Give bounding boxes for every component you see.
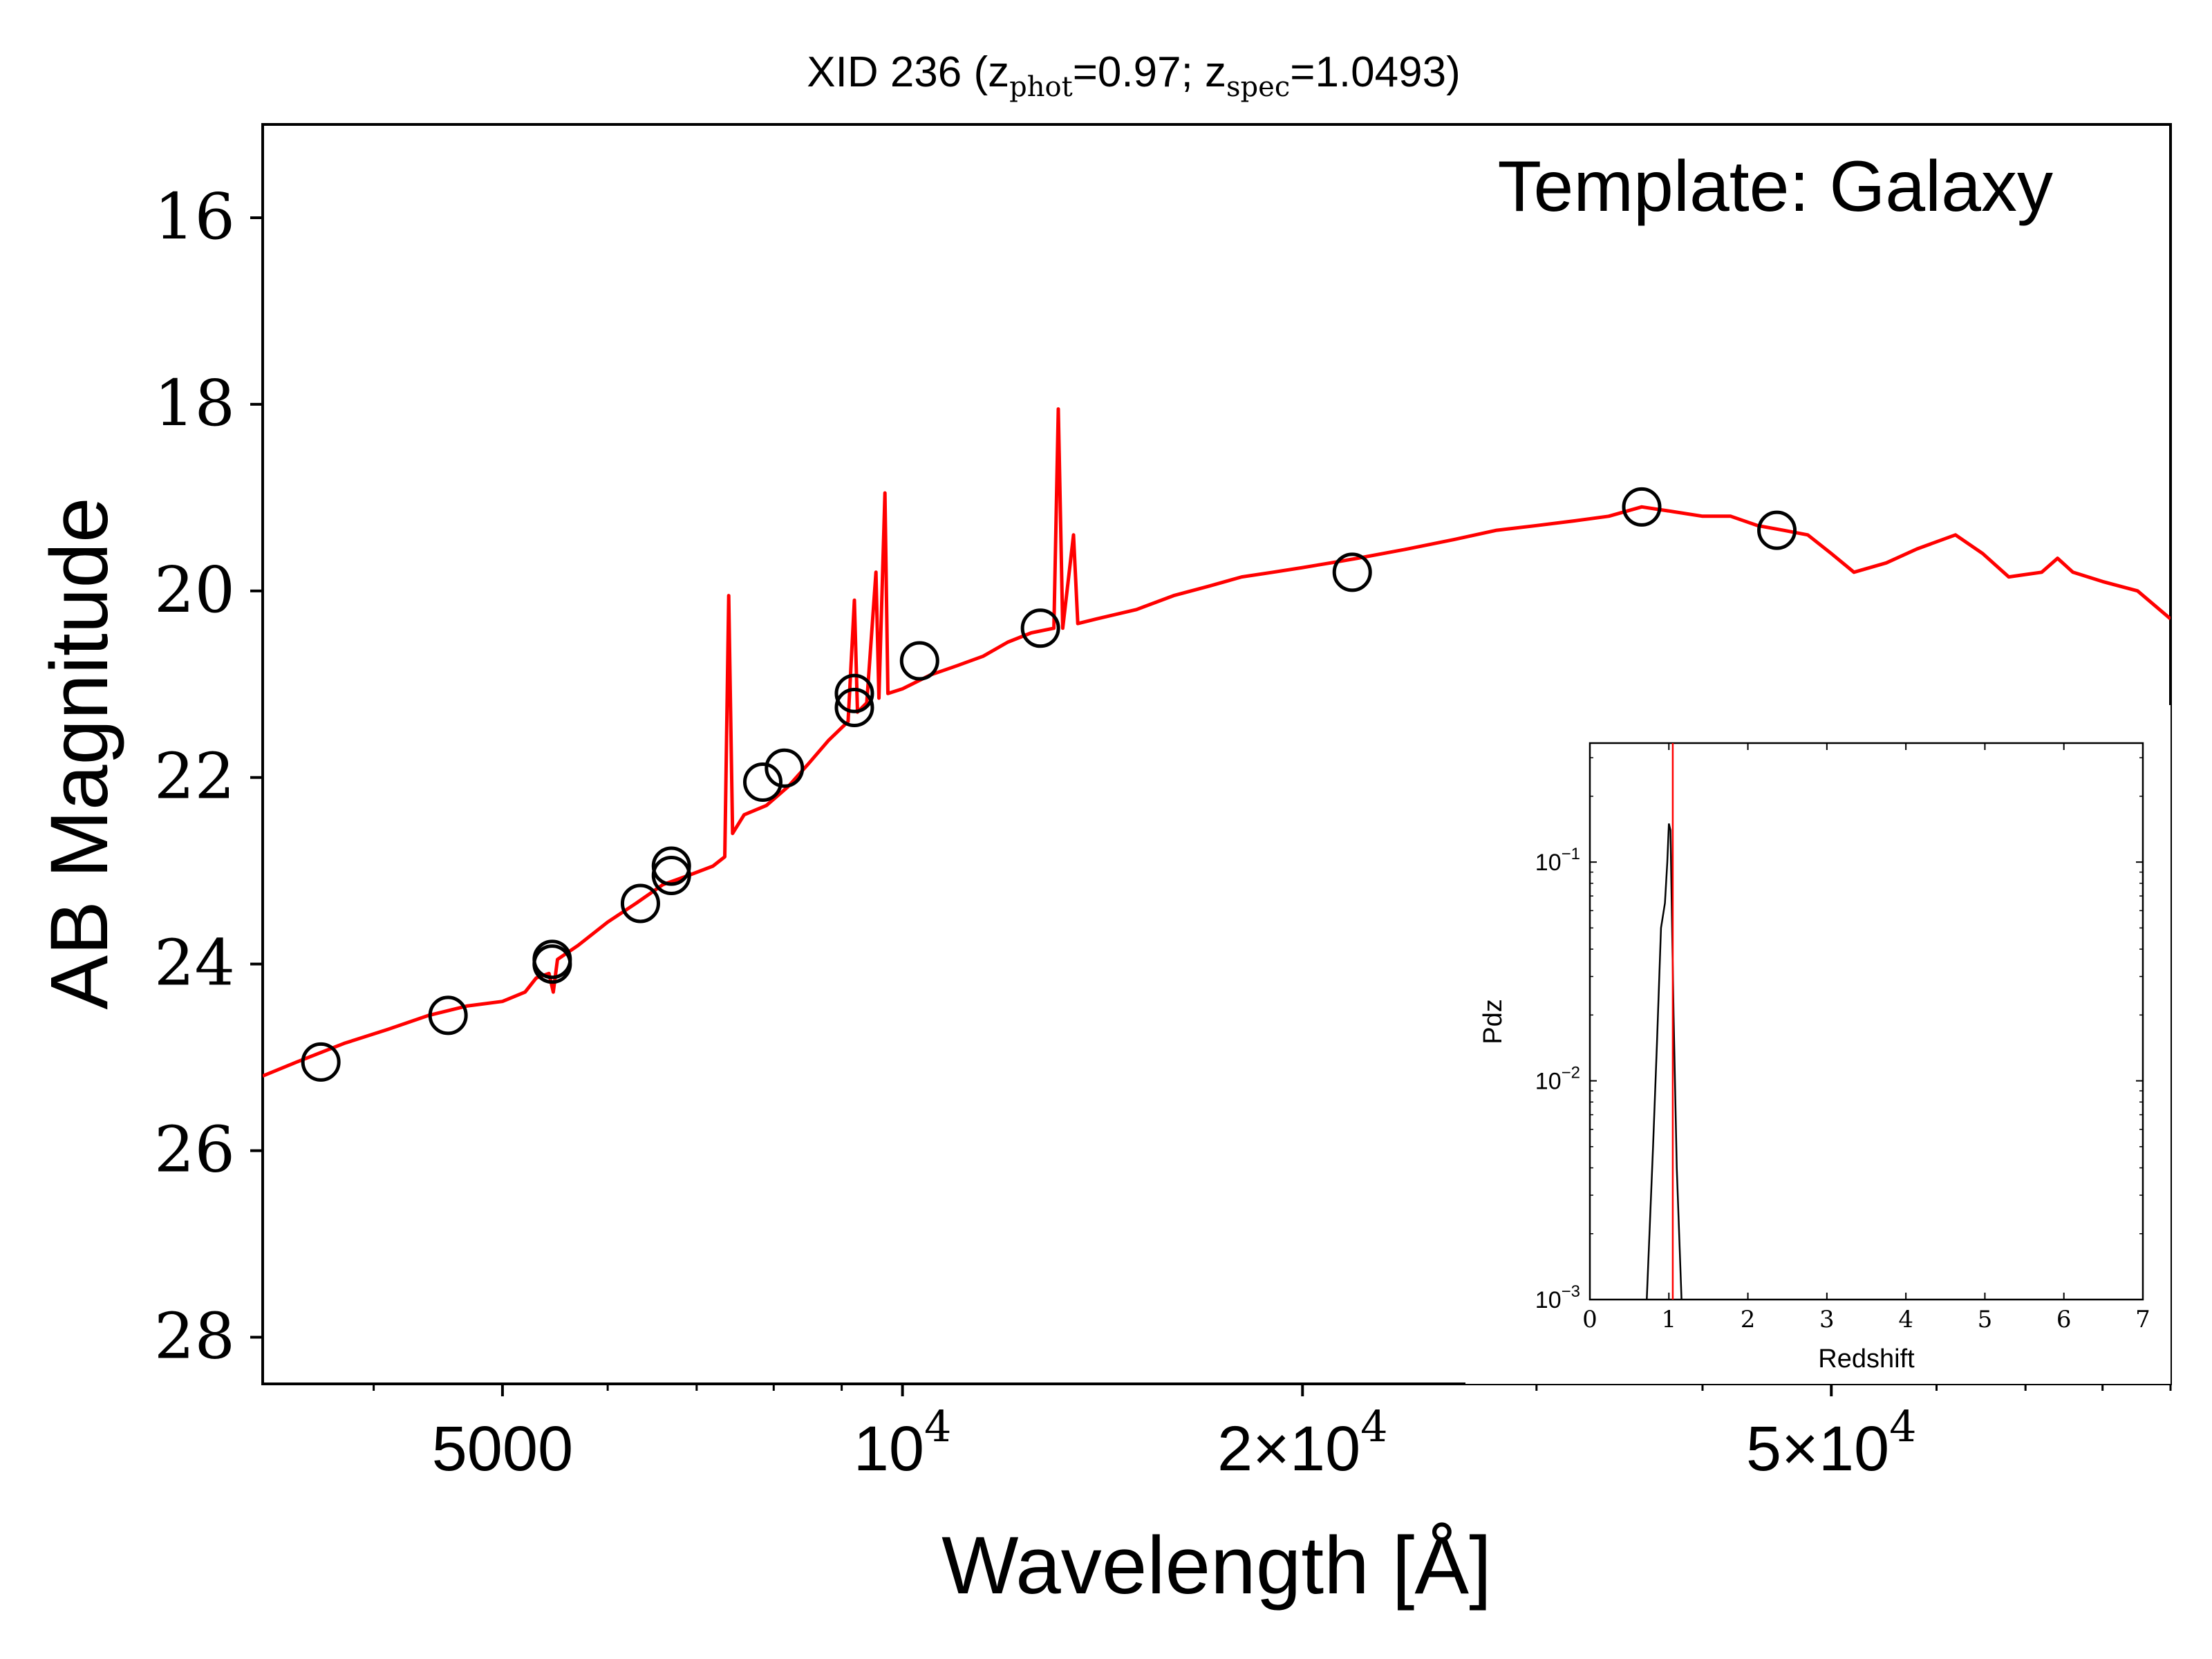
x-tick-label: 2×104	[1217, 1401, 1388, 1484]
photometry-point	[651, 846, 691, 886]
chart-title: XID 236 (zphot=0.97; zspec=1.0493)	[807, 48, 1460, 103]
inset-background	[1465, 705, 2171, 1384]
template-annotation: Template: Galaxy	[1498, 147, 2053, 227]
inset-x-tick-label: 2	[1741, 1306, 1756, 1333]
y-tick-label: 18	[154, 366, 235, 440]
inset-x-tick-label: 5	[1978, 1306, 1993, 1333]
inset-x-tick-label: 3	[1819, 1306, 1835, 1333]
photometry-point	[301, 1042, 341, 1082]
template-spectrum-line	[263, 407, 2171, 1078]
pdz-line	[1646, 823, 1683, 1300]
y-tick-label: 22	[154, 740, 235, 814]
photometry-point	[1332, 552, 1372, 592]
x-tick-label: 104	[854, 1401, 952, 1484]
inset-x-tick-label: 7	[2135, 1306, 2150, 1333]
title-mid: =0.97; z	[1073, 48, 1226, 96]
title-sub-phot: phot	[1009, 71, 1073, 103]
x-tick-label: 5000	[432, 1414, 574, 1484]
photometry-point	[651, 855, 691, 895]
photometry-point	[765, 748, 805, 788]
inset-x-tick-label: 4	[1898, 1306, 1913, 1333]
inset-y-tick-label: 10−1	[1535, 845, 1580, 876]
inset-axis-ticks: 0 1 2 3 4 5 6 7 10−1 10−2 10−3	[1535, 743, 2150, 1333]
title-prefix: XID 236 (z	[807, 48, 1009, 96]
inset-x-tick-label: 0	[1582, 1306, 1597, 1333]
title-suffix: =1.0493)	[1290, 48, 1461, 96]
photometry-point	[1020, 608, 1060, 648]
pdz-inset: 0 1 2 3 4 5 6 7 10−1 10−2 10−3 Redshift Pdz	[1465, 705, 2171, 1384]
inset-y-tick-label: 10−3	[1535, 1282, 1580, 1313]
inset-data-area	[1646, 743, 1683, 1300]
photometry-point	[742, 762, 782, 802]
photometry-point	[834, 688, 874, 728]
x-tick-label: 5×104	[1746, 1401, 1917, 1484]
photometry-point	[620, 883, 660, 924]
photometry-point	[1622, 487, 1662, 527]
y-axis-label: AB Magnitude	[34, 497, 125, 1009]
inset-x-label: Redshift	[1818, 1344, 1915, 1374]
photometry-points	[301, 487, 1797, 1082]
y-tick-label: 20	[154, 553, 235, 627]
inset-y-tick-label: 10−2	[1535, 1064, 1580, 1095]
y-tick-label: 24	[154, 926, 235, 1000]
photometry-point	[1757, 510, 1797, 550]
photometry-point	[532, 944, 572, 984]
y-tick-label: 28	[154, 1300, 235, 1374]
photometry-point	[834, 673, 874, 713]
inset-frame	[1588, 742, 2144, 1301]
main-data-area	[263, 407, 2171, 1082]
inset-x-tick-label: 1	[1661, 1306, 1676, 1333]
photometry-point	[899, 641, 939, 681]
inset-y-label: Pdz	[1479, 999, 1508, 1044]
title-sub-spec: spec	[1226, 71, 1290, 103]
x-axis-label: Wavelength [Å]	[941, 1520, 1492, 1611]
y-tick-label: 26	[154, 1113, 235, 1187]
photometry-point	[428, 995, 468, 1035]
inset-x-tick-label: 6	[2056, 1306, 2072, 1333]
y-tick-label: 16	[154, 180, 235, 254]
